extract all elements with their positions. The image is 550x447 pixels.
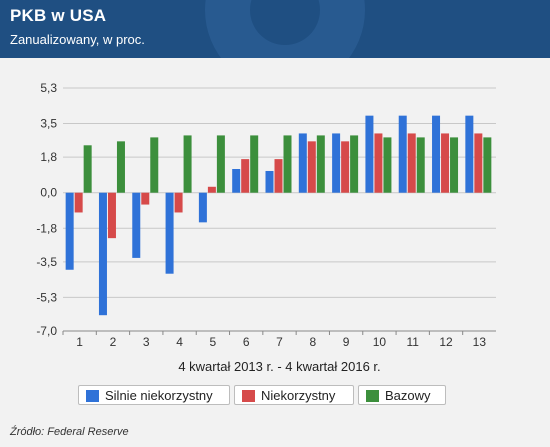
x-tick-label: 3	[143, 335, 150, 349]
x-tick-label: 8	[309, 335, 316, 349]
x-tick-label: 2	[110, 335, 117, 349]
legend-swatch-red	[242, 390, 255, 402]
chart-legend: Silnie niekorzystny Niekorzystny Bazowy	[0, 385, 550, 409]
y-tick-label: -3,5	[36, 255, 57, 269]
bar-niekorzystny	[274, 159, 283, 193]
bar-bazowy	[83, 145, 92, 193]
bar-bazowy	[250, 135, 259, 193]
y-tick-label: 0,0	[40, 186, 57, 200]
bar-bazowy	[283, 135, 292, 193]
legend-item-silnie-niekorzystny[interactable]: Silnie niekorzystny	[78, 385, 230, 405]
bar-bazowy	[383, 137, 392, 193]
y-tick-label: 1,8	[40, 150, 57, 164]
legend-item-niekorzystny[interactable]: Niekorzystny	[234, 385, 354, 405]
bar-chart: 5,33,51,80,0-1,8-3,5-5,3-7,01 2 3 4 5 6 7 8 9 10 1…	[36, 81, 496, 374]
x-tick-label: 1	[76, 335, 83, 349]
x-tick-label: 6	[243, 335, 250, 349]
bar-bazowy	[116, 141, 125, 193]
bar-niekorzystny	[474, 133, 483, 193]
bar-bazowy	[483, 137, 492, 193]
x-tick-label: 12	[439, 335, 453, 349]
x-tick-label: 9	[343, 335, 350, 349]
bar-bazowy	[316, 135, 325, 193]
bar-silnie-niekorzystny	[465, 115, 474, 193]
x-tick-label: 11	[406, 335, 419, 349]
bar-niekorzystny	[207, 186, 216, 193]
bar-bazowy	[350, 135, 359, 193]
bar-bazowy	[150, 137, 159, 193]
bar-silnie-niekorzystny	[332, 133, 341, 193]
bar-silnie-niekorzystny	[398, 115, 407, 193]
bar-niekorzystny	[341, 141, 350, 193]
source-note: Źródło: Federal Reserve	[10, 426, 129, 438]
legend-label: Niekorzystny	[261, 388, 336, 403]
bar-niekorzystny	[407, 133, 416, 193]
bar-silnie-niekorzystny	[132, 192, 141, 258]
y-tick-label: -7,0	[36, 324, 57, 338]
bar-silnie-niekorzystny	[198, 192, 207, 223]
bar-niekorzystny	[307, 141, 316, 193]
bar-niekorzystny	[74, 192, 83, 213]
y-tick-label: -5,3	[36, 290, 57, 304]
bar-silnie-niekorzystny	[432, 115, 441, 193]
bar-bazowy	[416, 137, 425, 193]
y-tick-label: 5,3	[40, 81, 57, 95]
x-tick-label: 10	[373, 335, 387, 349]
legend-label: Bazowy	[385, 388, 431, 403]
bar-niekorzystny	[241, 159, 250, 193]
chart-header: PKB w USA Zanualizowany, w proc.	[0, 0, 550, 58]
x-axis-title: 4 kwartał 2013 r. - 4 kwartał 2016 r.	[178, 359, 380, 374]
x-tick-label: 13	[473, 335, 487, 349]
chart-title: PKB w USA	[10, 6, 107, 25]
bar-silnie-niekorzystny	[165, 192, 174, 274]
legend-swatch-blue	[86, 390, 99, 402]
bar-silnie-niekorzystny	[298, 133, 307, 193]
bar-niekorzystny	[441, 133, 450, 193]
bar-silnie-niekorzystny	[98, 192, 107, 316]
bar-silnie-niekorzystny	[232, 169, 241, 193]
legend-label: Silnie niekorzystny	[105, 388, 213, 403]
x-tick-label: 5	[210, 335, 217, 349]
chart-subtitle: Zanualizowany, w proc.	[10, 32, 145, 47]
y-tick-label: 3,5	[40, 117, 57, 131]
bar-niekorzystny	[174, 192, 183, 213]
bar-bazowy	[450, 137, 459, 193]
legend-item-bazowy[interactable]: Bazowy	[358, 385, 446, 405]
bar-bazowy	[183, 135, 192, 193]
y-tick-label: -1,8	[36, 221, 57, 235]
bar-silnie-niekorzystny	[365, 115, 374, 193]
x-tick-label: 7	[276, 335, 283, 349]
bar-niekorzystny	[141, 192, 150, 205]
bar-niekorzystny	[374, 133, 383, 193]
bar-silnie-niekorzystny	[65, 192, 74, 270]
bar-bazowy	[216, 135, 225, 193]
legend-swatch-green	[366, 390, 379, 402]
x-tick-label: 4	[176, 335, 183, 349]
bar-niekorzystny	[107, 192, 116, 239]
bar-silnie-niekorzystny	[265, 170, 274, 193]
